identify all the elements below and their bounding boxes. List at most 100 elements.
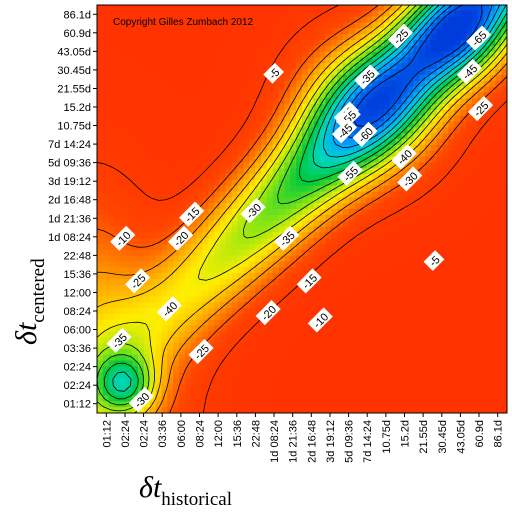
heatmap-cell bbox=[167, 273, 174, 280]
heatmap-cell bbox=[202, 372, 209, 379]
heatmap-cell bbox=[243, 360, 250, 367]
heatmap-cell bbox=[184, 86, 192, 94]
heatmap-cell bbox=[243, 249, 250, 257]
heatmap-cell bbox=[266, 80, 274, 88]
heatmap-cell bbox=[126, 156, 133, 163]
heatmap-cell bbox=[225, 98, 233, 105]
heatmap-cells bbox=[97, 5, 507, 413]
heatmap-cell bbox=[378, 313, 385, 321]
heatmap-cell bbox=[489, 162, 496, 169]
heatmap-cell bbox=[407, 104, 414, 111]
heatmap-cell bbox=[126, 57, 133, 64]
heatmap-cell bbox=[366, 319, 373, 327]
heatmap-cell bbox=[220, 104, 227, 111]
heatmap-cell bbox=[389, 331, 397, 338]
heatmap-cell bbox=[319, 104, 327, 111]
heatmap-cell bbox=[366, 51, 373, 59]
heatmap-cell bbox=[407, 348, 414, 356]
heatmap-cell bbox=[202, 133, 209, 140]
heatmap-cell bbox=[272, 284, 280, 292]
heatmap-cell bbox=[97, 354, 104, 362]
heatmap-cell bbox=[261, 296, 268, 303]
heatmap-cell bbox=[343, 319, 350, 327]
heatmap-cell bbox=[220, 69, 227, 76]
heatmap-cell bbox=[389, 174, 397, 181]
heatmap-cell bbox=[184, 313, 192, 321]
heatmap-cell bbox=[214, 232, 221, 239]
heatmap-cell bbox=[261, 16, 268, 24]
heatmap-cell bbox=[290, 156, 297, 163]
heatmap-cell bbox=[214, 150, 221, 158]
heatmap-cell bbox=[132, 191, 139, 198]
heatmap-cell bbox=[389, 162, 397, 169]
heatmap-cell bbox=[337, 343, 344, 350]
heatmap-cell bbox=[284, 313, 291, 321]
heatmap-cell bbox=[354, 104, 362, 111]
heatmap-cell bbox=[313, 10, 321, 18]
heatmap-cell bbox=[102, 109, 110, 117]
heatmap-cell bbox=[331, 51, 338, 59]
heatmap-cell bbox=[313, 383, 321, 391]
heatmap-cell bbox=[331, 16, 338, 24]
heatmap-cell bbox=[354, 343, 362, 350]
heatmap-cell bbox=[231, 284, 239, 292]
heatmap-cell bbox=[231, 57, 239, 64]
heatmap-cell bbox=[360, 308, 368, 315]
heatmap-cell bbox=[448, 121, 455, 128]
heatmap-cell bbox=[378, 278, 385, 286]
heatmap-cell bbox=[337, 348, 344, 356]
heatmap-cell bbox=[313, 348, 321, 356]
heatmap-cell bbox=[325, 360, 332, 367]
heatmap-cell bbox=[272, 313, 280, 321]
heatmap-cell bbox=[161, 290, 168, 298]
heatmap-cell bbox=[460, 401, 467, 408]
heatmap-cell bbox=[389, 255, 397, 263]
heatmap-cell bbox=[425, 127, 432, 134]
heatmap-cell bbox=[143, 104, 151, 111]
heatmap-cell bbox=[378, 220, 385, 228]
heatmap-cell bbox=[161, 255, 168, 263]
heatmap-cell bbox=[477, 261, 485, 268]
heatmap-cell bbox=[419, 22, 426, 29]
heatmap-cell bbox=[354, 296, 362, 303]
heatmap-cell bbox=[196, 92, 204, 99]
heatmap-cell bbox=[460, 366, 467, 373]
heatmap-cell bbox=[477, 243, 485, 251]
heatmap-cell bbox=[237, 360, 245, 367]
contour-label-bg bbox=[106, 327, 132, 353]
heatmap-cell bbox=[343, 284, 350, 292]
heatmap-cell bbox=[454, 243, 461, 251]
heatmap-cell bbox=[366, 226, 373, 233]
heatmap-cell bbox=[173, 45, 180, 53]
heatmap-cell bbox=[161, 127, 168, 134]
heatmap-cell bbox=[348, 179, 356, 187]
heatmap-cell bbox=[354, 407, 362, 413]
heatmap-cell bbox=[436, 319, 444, 327]
heatmap-cell bbox=[442, 92, 450, 99]
heatmap-cell bbox=[436, 5, 444, 12]
heatmap-cell bbox=[126, 255, 133, 263]
heatmap-cell bbox=[419, 109, 426, 117]
heatmap-cell bbox=[143, 243, 151, 251]
heatmap-cell bbox=[372, 360, 379, 367]
heatmap-cell bbox=[149, 109, 157, 117]
heatmap-cell bbox=[348, 343, 356, 350]
heatmap-cell bbox=[231, 28, 239, 35]
heatmap-cell bbox=[331, 378, 338, 385]
heatmap-cell bbox=[366, 238, 373, 245]
heatmap-cell bbox=[331, 232, 338, 239]
heatmap-cell bbox=[290, 238, 297, 245]
heatmap-cell bbox=[413, 220, 420, 228]
heatmap-cell bbox=[436, 209, 444, 216]
heatmap-cell bbox=[102, 255, 110, 263]
heatmap-cell bbox=[149, 255, 157, 263]
heatmap-cell bbox=[208, 63, 215, 70]
heatmap-cell bbox=[126, 378, 133, 385]
heatmap-cell bbox=[102, 80, 110, 88]
heatmap-cell bbox=[243, 22, 250, 29]
heatmap-cell bbox=[237, 104, 245, 111]
heatmap-cell bbox=[220, 395, 227, 402]
heatmap-cell bbox=[196, 121, 204, 128]
heatmap-cell bbox=[413, 348, 420, 356]
heatmap-cell bbox=[337, 308, 344, 315]
